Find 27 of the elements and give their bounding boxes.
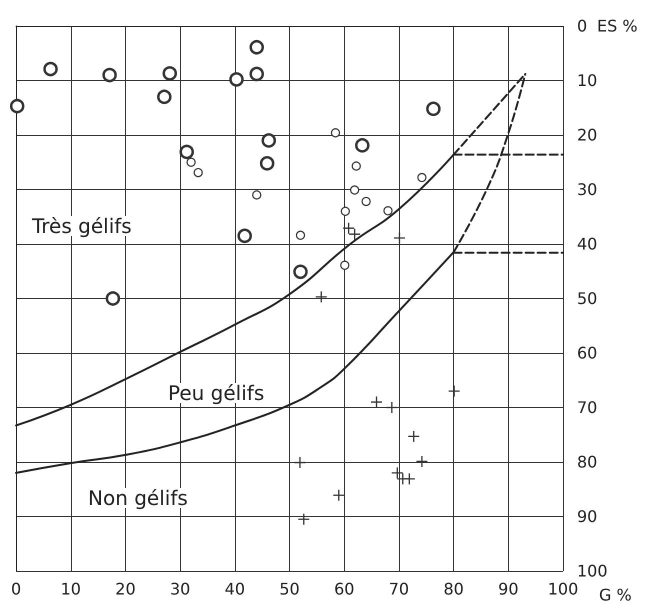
x-axis-title: G % (599, 586, 632, 604)
x-tick-label: 10 (60, 580, 81, 598)
x-tick-label: 70 (388, 580, 410, 598)
x-tick-label: 50 (279, 580, 300, 598)
annotation: Peu gélifs (168, 381, 264, 405)
y-tick-label: 20 (577, 126, 598, 144)
y-tick-label: 80 (577, 452, 598, 472)
x-tick-label: 20 (115, 580, 136, 598)
y-tick-label: 70 (577, 398, 598, 417)
y-axis-title: ES % (597, 16, 638, 36)
y-tick-label: 60 (577, 344, 598, 362)
annotation: Non gélifs (88, 486, 188, 510)
x-tick-label: 60 (334, 580, 354, 598)
y-tick-label: 50 (577, 289, 598, 308)
x-tick-label: 40 (224, 580, 246, 598)
y-tick-label: 10 (577, 71, 598, 90)
y-tick-label: 40 (577, 234, 598, 254)
x-tick-label: 90 (498, 580, 518, 598)
y-tick-label: 30 (577, 180, 598, 199)
annotation: Très gélifs (31, 214, 132, 238)
y-tick-label: 90 (577, 507, 598, 526)
x-tick-label: 0 (10, 580, 22, 598)
x-tick-label: 80 (443, 580, 464, 598)
x-tick-label: 100 (548, 580, 578, 598)
y-tick-label: 0 (577, 16, 588, 36)
x-tick-label: 30 (170, 580, 190, 598)
y-tick-label: 100 (577, 562, 608, 580)
